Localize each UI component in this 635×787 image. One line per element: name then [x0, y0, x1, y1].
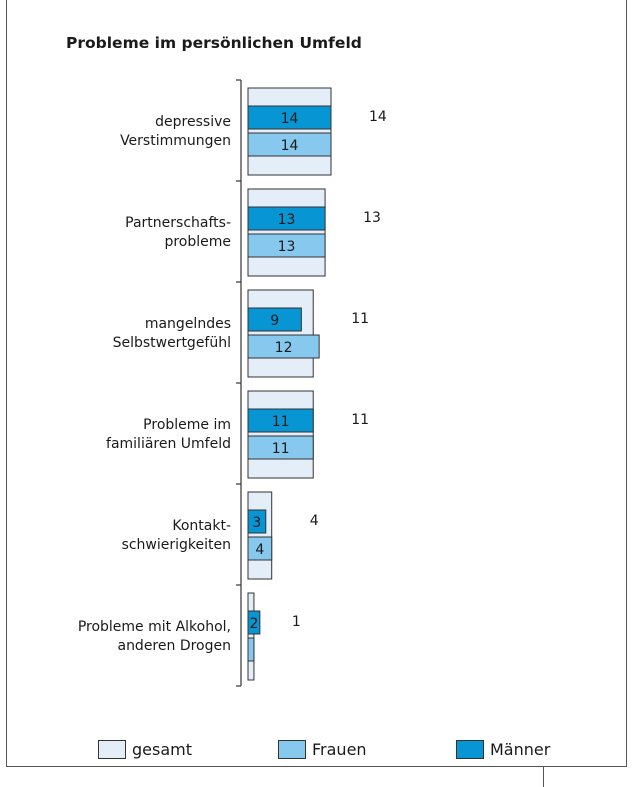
bar-maenner	[247, 509, 267, 534]
bar-maenner	[247, 206, 326, 231]
data-label-frauen: 4	[255, 542, 264, 558]
bar-gesamt	[247, 87, 332, 176]
data-label-frauen: 11	[272, 441, 290, 457]
frame-right-border	[626, 0, 627, 766]
category-label: probleme	[164, 234, 231, 250]
bar-gesamt	[247, 188, 326, 277]
data-label-gesamt: 11	[351, 311, 369, 327]
bar-gesamt	[247, 592, 255, 681]
frame-left-border	[6, 0, 7, 766]
bar-gesamt	[247, 289, 314, 378]
category-label: Probleme mit Alkohol,	[78, 619, 231, 635]
category-label: Verstimmungen	[120, 133, 231, 149]
category-label: anderen Drogen	[117, 638, 231, 654]
data-label-frauen: 12	[275, 340, 293, 356]
data-label-gesamt: 13	[363, 210, 381, 226]
data-label-gesamt: 1	[292, 614, 301, 630]
legend-swatch-gesamt	[98, 739, 126, 759]
bar-frauen	[247, 435, 314, 460]
category-label: schwierigkeiten	[122, 537, 231, 553]
category-label: depressive	[155, 114, 231, 130]
chart-title: Probleme im persönlichen Umfeld	[66, 34, 362, 52]
data-label-frauen: 14	[281, 138, 299, 154]
category-label: Kontakt-	[172, 518, 231, 534]
frame-bottom-border	[6, 766, 627, 767]
bar-maenner	[247, 610, 261, 635]
frame-stub-line	[543, 766, 544, 787]
bar-frauen	[247, 132, 332, 157]
bar-maenner	[247, 408, 314, 433]
legend-swatch-frauen	[278, 739, 306, 759]
data-label-maenner: 14	[281, 111, 299, 127]
legend-item-gesamt: gesamt	[98, 738, 192, 760]
legend-label-frauen: Frauen	[312, 739, 367, 759]
bar-gesamt	[247, 390, 314, 479]
data-label-gesamt: 14	[369, 109, 387, 125]
legend-label-gesamt: gesamt	[132, 739, 192, 759]
data-label-maenner: 9	[270, 313, 279, 329]
data-label-maenner: 3	[252, 515, 261, 531]
data-label-maenner: 11	[272, 414, 290, 430]
legend-swatch-maenner	[456, 739, 484, 759]
category-label: mangelndes	[145, 316, 231, 332]
data-label-maenner: 13	[278, 212, 296, 228]
legend-label-maenner: Männer	[490, 739, 551, 759]
bar-gesamt	[247, 491, 273, 580]
data-label-gesamt: 11	[351, 412, 369, 428]
bar-frauen	[247, 233, 326, 258]
category-label: Probleme im	[143, 417, 231, 433]
bar-frauen	[247, 536, 273, 561]
legend-item-frauen: Frauen	[278, 738, 367, 760]
data-label-frauen: 13	[278, 239, 296, 255]
data-label-gesamt: 4	[310, 513, 319, 529]
data-label-maenner: 2	[249, 616, 258, 632]
bar-frauen	[247, 334, 320, 359]
legend-item-maenner: Männer	[456, 738, 550, 760]
category-label: Selbstwertgefühl	[113, 335, 231, 351]
category-label: familiären Umfeld	[106, 436, 231, 452]
bar-maenner	[247, 307, 302, 332]
bar-frauen	[247, 637, 255, 662]
category-label: Partnerschafts-	[125, 215, 231, 231]
bar-maenner	[247, 105, 332, 130]
